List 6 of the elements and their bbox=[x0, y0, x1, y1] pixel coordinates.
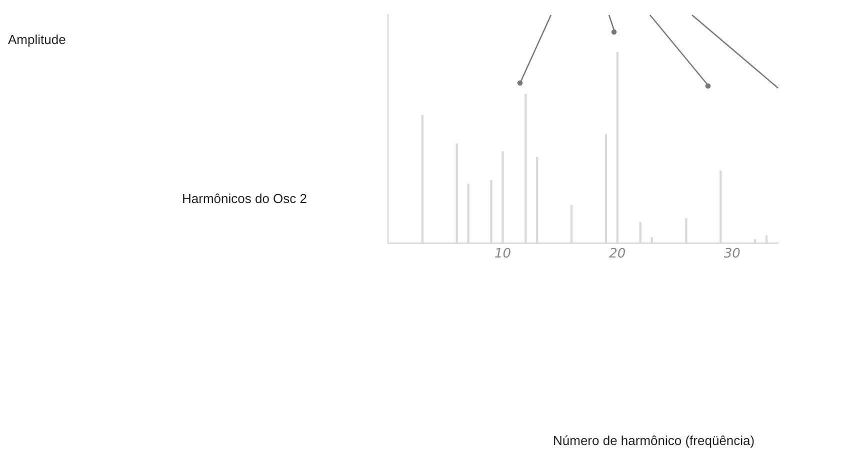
x-tick-label: 10 bbox=[494, 246, 511, 262]
x-tick-label: 30 bbox=[724, 246, 740, 262]
text: Harmônicos do Osc 2 bbox=[182, 191, 307, 206]
x-tick-label: 20 bbox=[609, 246, 626, 262]
text: Número de harmônico (freqüência) bbox=[553, 433, 755, 448]
text: Amplitude bbox=[8, 32, 66, 47]
